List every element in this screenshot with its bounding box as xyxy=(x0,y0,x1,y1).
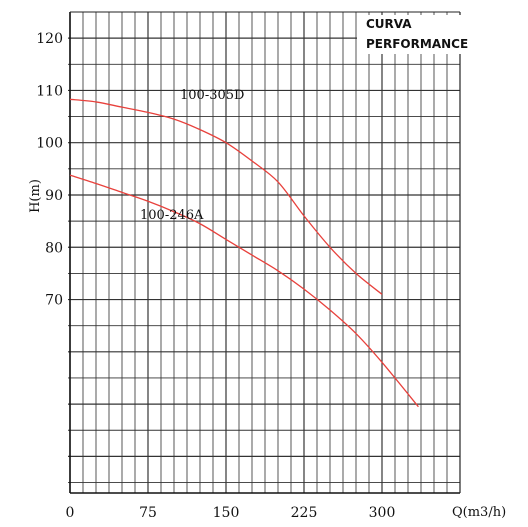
y-tick-label: 120 xyxy=(36,31,63,47)
x-tick-label: 300 xyxy=(369,505,396,521)
chart-title-line-1: CURVA xyxy=(366,17,412,31)
y-tick-label: 80 xyxy=(45,240,63,256)
x-tick-label: 0 xyxy=(66,505,75,521)
y-tick-label: 100 xyxy=(36,136,63,152)
series-label-100-305D: 100-305D xyxy=(180,88,244,103)
y-tick-label: 70 xyxy=(45,293,63,309)
series-line-100-305D xyxy=(69,98,383,295)
y-tick-label: 110 xyxy=(36,83,63,99)
series-line-100-246A xyxy=(69,174,419,408)
x-tick-label: 225 xyxy=(291,505,318,521)
series xyxy=(69,98,419,408)
grid xyxy=(68,11,461,494)
y-tick-label: 90 xyxy=(45,188,63,204)
labels: 0 75 150 225 300 70 80 90 100 110 120 xyxy=(36,31,395,521)
x-axis-title: Q(m3/h) xyxy=(452,505,506,520)
x-tick-label: 75 xyxy=(139,505,157,521)
x-tick-label: 150 xyxy=(213,505,240,521)
chart-title-line-2: PERFORMANCE xyxy=(366,37,468,51)
series-label-100-246A: 100-246A xyxy=(140,208,204,223)
y-axis-title: H(m) xyxy=(28,179,43,213)
title-box xyxy=(357,15,470,54)
